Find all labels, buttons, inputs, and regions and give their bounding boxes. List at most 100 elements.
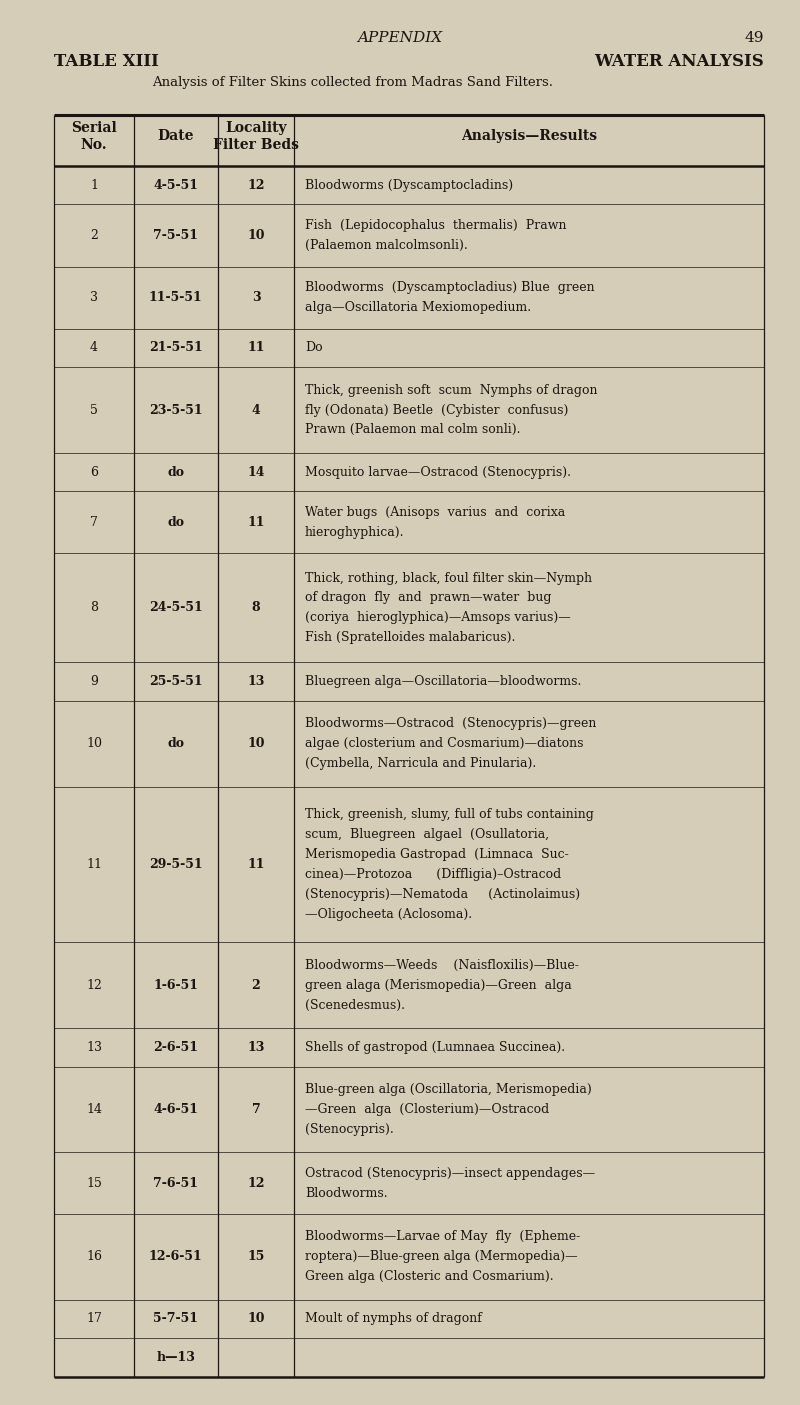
Text: algae (closterium and Cosmarium)—diatons: algae (closterium and Cosmarium)—diatons	[305, 738, 583, 750]
Text: 49: 49	[745, 31, 764, 45]
Text: 4-5-51: 4-5-51	[153, 178, 198, 191]
Text: do: do	[167, 465, 184, 479]
Text: 17: 17	[86, 1312, 102, 1325]
Text: 24-5-51: 24-5-51	[149, 601, 202, 614]
Text: hieroghyphica).: hieroghyphica).	[305, 525, 404, 540]
Text: 13: 13	[247, 676, 265, 688]
Text: 11: 11	[247, 858, 265, 871]
Text: Thick, rothing, black, foul filter skin—Nymph: Thick, rothing, black, foul filter skin—…	[305, 572, 592, 584]
Text: 11-5-51: 11-5-51	[149, 291, 202, 303]
Text: 8: 8	[90, 601, 98, 614]
Text: 16: 16	[86, 1250, 102, 1263]
Text: 29-5-51: 29-5-51	[149, 858, 202, 871]
Text: 3: 3	[90, 291, 98, 303]
Text: Do: Do	[305, 341, 322, 354]
Text: 15: 15	[247, 1250, 265, 1263]
Text: 12: 12	[86, 979, 102, 992]
Text: 11: 11	[247, 341, 265, 354]
Text: Serial
No.: Serial No.	[71, 121, 117, 152]
Text: 11: 11	[247, 516, 265, 528]
Text: 9: 9	[90, 676, 98, 688]
Text: Water bugs  (Anisops  varius  and  corixa: Water bugs (Anisops varius and corixa	[305, 506, 565, 518]
Text: APPENDIX: APPENDIX	[358, 31, 442, 45]
Text: 23-5-51: 23-5-51	[149, 403, 202, 416]
Text: 21-5-51: 21-5-51	[149, 341, 202, 354]
Text: 25-5-51: 25-5-51	[149, 676, 202, 688]
Text: 14: 14	[247, 465, 265, 479]
Text: Prawn (Palaemon mal colm sonli).: Prawn (Palaemon mal colm sonli).	[305, 423, 520, 437]
Text: Thick, greenish soft  scum  Nymphs of dragon: Thick, greenish soft scum Nymphs of drag…	[305, 384, 598, 396]
Text: 6: 6	[90, 465, 98, 479]
Text: 10: 10	[247, 229, 265, 242]
Text: Ostracod (Stenocypris)—insect appendages—: Ostracod (Stenocypris)—insect appendages…	[305, 1166, 595, 1180]
Text: 12: 12	[247, 1176, 265, 1190]
Text: Moult of nymphs of dragonf: Moult of nymphs of dragonf	[305, 1312, 482, 1325]
Text: Date: Date	[158, 129, 194, 143]
Text: 7-5-51: 7-5-51	[153, 229, 198, 242]
Text: WATER ANALYSIS: WATER ANALYSIS	[594, 53, 764, 70]
Text: Green alga (Closteric and Cosmarium).: Green alga (Closteric and Cosmarium).	[305, 1270, 554, 1283]
Text: Blue-green alga (Oscillatoria, Merismopedia): Blue-green alga (Oscillatoria, Merismope…	[305, 1083, 591, 1096]
Text: roptera)—Blue-green alga (Mermopedia)—: roptera)—Blue-green alga (Mermopedia)—	[305, 1250, 578, 1263]
Text: 10: 10	[247, 1312, 265, 1325]
Text: 5: 5	[90, 403, 98, 416]
Text: 15: 15	[86, 1176, 102, 1190]
Text: (Stenocypris)—Nematoda     (Actinolaimus): (Stenocypris)—Nematoda (Actinolaimus)	[305, 888, 580, 901]
Text: Fish  (Lepidocophalus  thermalis)  Prawn: Fish (Lepidocophalus thermalis) Prawn	[305, 219, 566, 232]
Text: Bloodworms—Weeds    (Naisfloxilis)—Blue-: Bloodworms—Weeds (Naisfloxilis)—Blue-	[305, 958, 578, 972]
Text: 12-6-51: 12-6-51	[149, 1250, 202, 1263]
Text: of dragon  fly  and  prawn—water  bug: of dragon fly and prawn—water bug	[305, 592, 551, 604]
Text: Mosquito larvae—Ostracod (Stenocypris).: Mosquito larvae—Ostracod (Stenocypris).	[305, 465, 570, 479]
Text: 2: 2	[252, 979, 260, 992]
Text: green alaga (Merismopedia)—Green  alga: green alaga (Merismopedia)—Green alga	[305, 979, 571, 992]
Text: alga—Oscillatoria Mexiomopedium.: alga—Oscillatoria Mexiomopedium.	[305, 301, 531, 313]
Text: fly (Odonata) Beetle  (Cybister  confusus): fly (Odonata) Beetle (Cybister confusus)	[305, 403, 568, 416]
Text: Analysis of Filter Skins collected from Madras Sand Filters.: Analysis of Filter Skins collected from …	[152, 76, 553, 89]
Text: 10: 10	[247, 738, 265, 750]
Text: Bloodworms—Ostracod  (Stenocypris)—green: Bloodworms—Ostracod (Stenocypris)—green	[305, 718, 596, 731]
Text: 1-6-51: 1-6-51	[153, 979, 198, 992]
Text: (Scenedesmus).: (Scenedesmus).	[305, 999, 405, 1012]
Text: 3: 3	[252, 291, 260, 303]
Text: scum,  Bluegreen  algael  (Osullatoria,: scum, Bluegreen algael (Osullatoria,	[305, 828, 549, 842]
Text: Bloodworms.: Bloodworms.	[305, 1186, 387, 1200]
Text: (Palaemon malcolmsonli).: (Palaemon malcolmsonli).	[305, 239, 467, 251]
Text: (Cymbella, Narricula and Pinularia).: (Cymbella, Narricula and Pinularia).	[305, 757, 536, 770]
Text: Locality
Filter Beds: Locality Filter Beds	[213, 121, 299, 152]
Text: 11: 11	[86, 858, 102, 871]
Text: Analysis—Results: Analysis—Results	[461, 129, 598, 143]
Text: TABLE XIII: TABLE XIII	[54, 53, 159, 70]
Text: (coriya  hieroglyphica)—Amsops varius)—: (coriya hieroglyphica)—Amsops varius)—	[305, 611, 570, 624]
Text: 5-7-51: 5-7-51	[153, 1312, 198, 1325]
Text: 4-6-51: 4-6-51	[153, 1103, 198, 1116]
Text: 10: 10	[86, 738, 102, 750]
Text: Thick, greenish, slumy, full of tubs containing: Thick, greenish, slumy, full of tubs con…	[305, 808, 594, 821]
Text: cinea)—Protozoa      (Diffligia)–Ostracod: cinea)—Protozoa (Diffligia)–Ostracod	[305, 868, 561, 881]
Text: 1: 1	[90, 178, 98, 191]
Text: Bluegreen alga—Oscillatoria—bloodworms.: Bluegreen alga—Oscillatoria—bloodworms.	[305, 676, 581, 688]
Text: Merismopedia Gastropad  (Limnaca  Suc-: Merismopedia Gastropad (Limnaca Suc-	[305, 849, 569, 861]
Text: 13: 13	[86, 1041, 102, 1054]
Text: 2: 2	[90, 229, 98, 242]
Text: 8: 8	[252, 601, 260, 614]
Text: Fish (Spratelloides malabaricus).: Fish (Spratelloides malabaricus).	[305, 631, 515, 645]
Text: do: do	[167, 738, 184, 750]
Text: 7: 7	[252, 1103, 260, 1116]
Text: Shells of gastropod (Lumnaea Succinea).: Shells of gastropod (Lumnaea Succinea).	[305, 1041, 565, 1054]
Text: do: do	[167, 516, 184, 528]
Text: Bloodworms—Larvae of May  fly  (Epheme-: Bloodworms—Larvae of May fly (Epheme-	[305, 1231, 580, 1243]
Text: 14: 14	[86, 1103, 102, 1116]
Text: 7: 7	[90, 516, 98, 528]
Text: 2-6-51: 2-6-51	[153, 1041, 198, 1054]
Text: —Oligocheeta (Aclosoma).: —Oligocheeta (Aclosoma).	[305, 908, 472, 920]
Text: Bloodworms (Dyscamptocladins): Bloodworms (Dyscamptocladins)	[305, 178, 513, 191]
Text: 12: 12	[247, 178, 265, 191]
Text: 4: 4	[90, 341, 98, 354]
Text: Bloodworms  (Dyscamptocladius) Blue  green: Bloodworms (Dyscamptocladius) Blue green	[305, 281, 594, 294]
Text: 4: 4	[252, 403, 260, 416]
Text: —Green  alga  (Closterium)—Ostracod: —Green alga (Closterium)—Ostracod	[305, 1103, 549, 1116]
Text: h—13: h—13	[156, 1352, 195, 1364]
Text: (Stenocypris).: (Stenocypris).	[305, 1123, 394, 1135]
Text: 13: 13	[247, 1041, 265, 1054]
Text: 7-6-51: 7-6-51	[153, 1176, 198, 1190]
